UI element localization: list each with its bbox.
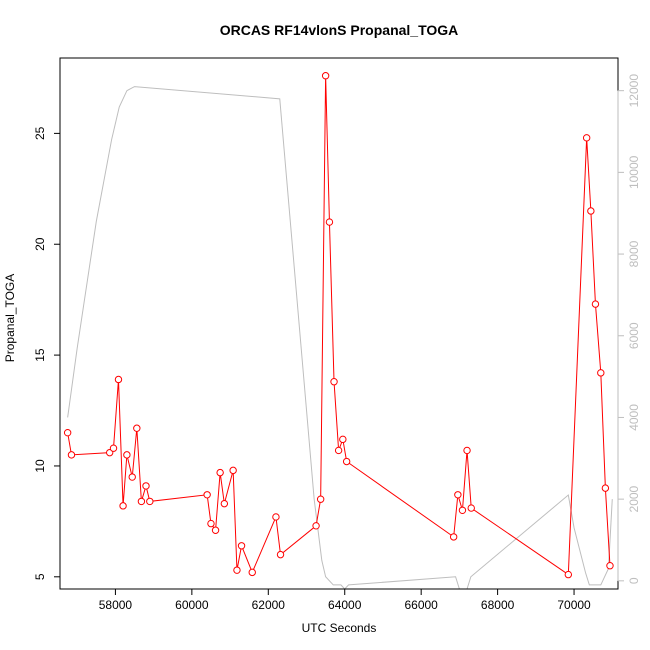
data-point: [216, 468, 224, 477]
data-point: [330, 377, 338, 386]
data-point: [119, 502, 127, 510]
data-point: [463, 446, 471, 455]
data-point: [316, 495, 325, 503]
data-point: [123, 451, 131, 459]
x-tick-label: 70000: [557, 598, 591, 612]
data-point: [109, 444, 118, 452]
x-tick-label: 64000: [328, 598, 362, 612]
y2-tick-label: 0: [627, 577, 641, 584]
data-point: [467, 504, 475, 512]
secondary-series: [67, 86, 613, 590]
data-point: [449, 533, 458, 541]
y-tick-label: 10: [33, 459, 47, 473]
x-tick-label: 58000: [99, 598, 133, 612]
secondary-series-line: [67, 86, 613, 590]
data-point: [272, 513, 280, 521]
data-point: [321, 72, 330, 80]
data-point: [312, 522, 320, 530]
data-point: [339, 435, 347, 444]
x-tick-label: 60000: [175, 598, 209, 612]
data-point: [203, 491, 211, 499]
y-tick-label: 5: [33, 573, 47, 580]
data-point: [591, 300, 600, 308]
y-axis-label: Propanal_TOGA: [3, 274, 17, 363]
y-tick-label: 25: [33, 126, 47, 140]
data-point: [276, 550, 285, 559]
data-point: [458, 506, 467, 514]
x-axis-label: UTC Seconds: [302, 621, 377, 635]
y2-tick-label: 12000: [627, 74, 641, 108]
y-axis-right: 0 2000 4000 6000 8000 10000 12000: [617, 74, 641, 584]
primary-series: [63, 72, 614, 579]
data-point: [342, 457, 351, 466]
data-point: [233, 566, 241, 574]
chart-title: ORCAS RF14vlonS Propanal_TOGA: [220, 22, 459, 38]
data-point: [207, 519, 215, 528]
x-tick-label: 68000: [481, 598, 515, 612]
data-point: [325, 218, 334, 226]
data-point: [601, 484, 610, 492]
data-point: [67, 451, 76, 459]
y-tick-label: 15: [33, 348, 47, 362]
x-tick-label: 66000: [404, 598, 438, 612]
y2-tick-label: 8000: [627, 240, 641, 267]
data-point: [133, 424, 141, 432]
y2-tick-label: 6000: [627, 322, 641, 349]
data-point: [146, 497, 154, 506]
data-point: [237, 542, 246, 550]
data-point: [211, 526, 220, 534]
plot-frame: [59, 57, 619, 590]
data-point: [582, 134, 591, 142]
data-point: [564, 570, 573, 579]
y2-tick-label: 2000: [627, 485, 641, 512]
data-point: [248, 568, 256, 577]
y2-tick-label: 10000: [627, 155, 641, 189]
data-point: [334, 446, 343, 455]
y-axis-left: 5 10 15 20 25: [33, 126, 61, 580]
data-point: [454, 491, 462, 499]
data-point: [220, 499, 229, 508]
data-point: [597, 369, 605, 377]
data-point: [128, 473, 136, 481]
data-point: [606, 562, 614, 570]
data-point: [142, 482, 150, 490]
y2-tick-label: 4000: [627, 404, 641, 431]
data-point: [63, 428, 72, 437]
data-point: [229, 466, 237, 475]
y-tick-label: 20: [33, 237, 47, 251]
x-axis: 58000 60000 62000 64000 66000 68000 70000: [99, 588, 591, 612]
data-point: [114, 375, 123, 384]
data-point: [137, 497, 146, 506]
data-point: [587, 207, 595, 215]
x-tick-label: 62000: [252, 598, 286, 612]
